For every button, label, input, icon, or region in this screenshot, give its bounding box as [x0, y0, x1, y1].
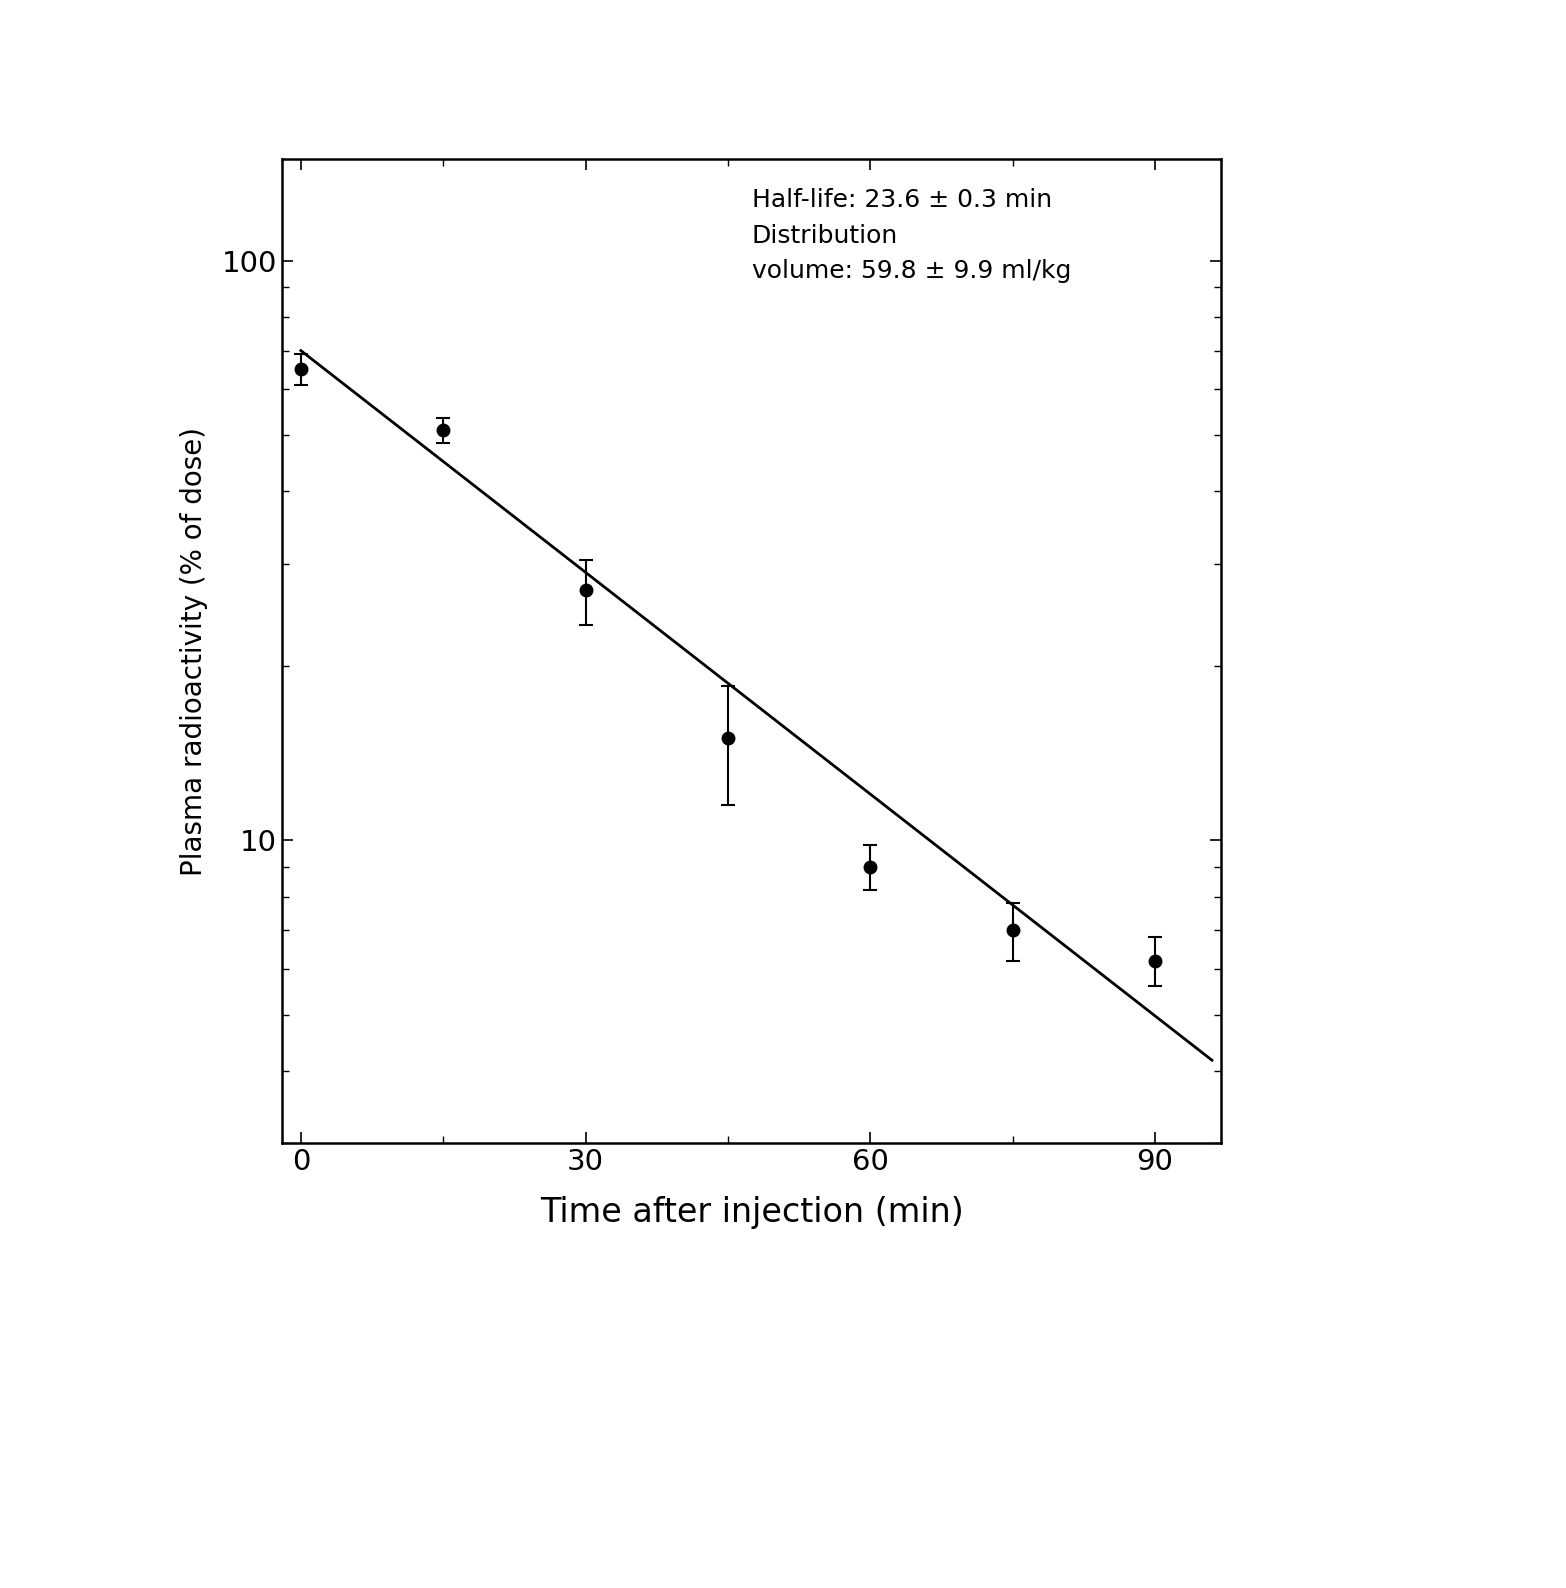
Y-axis label: Plasma radioactivity (% of dose): Plasma radioactivity (% of dose) — [180, 427, 208, 875]
X-axis label: Time after injection (min): Time after injection (min) — [540, 1196, 963, 1229]
Text: Half-life: 23.6 ± 0.3 min
Distribution
volume: 59.8 ± 9.9 ml/kg: Half-life: 23.6 ± 0.3 min Distribution v… — [752, 189, 1071, 283]
